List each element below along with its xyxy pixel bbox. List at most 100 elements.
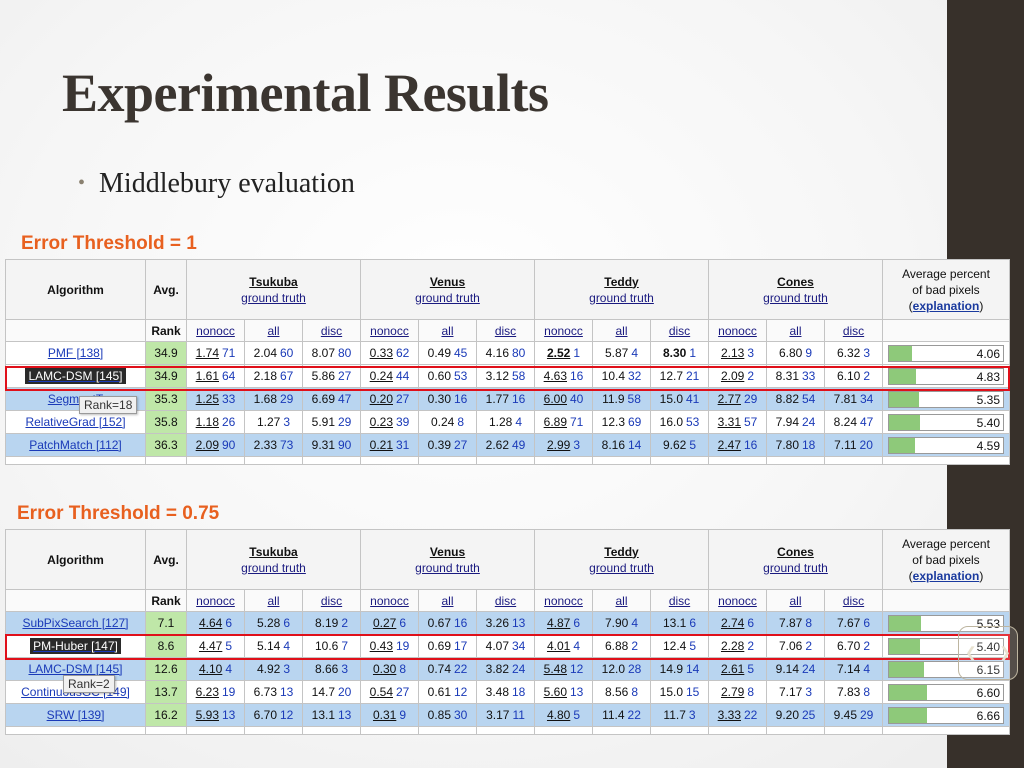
ground-truth-link[interactable]: ground truth [763,560,828,575]
subcol-header-link[interactable]: nonocc [708,319,767,342]
algorithm-link[interactable]: PM-Huber [147] [30,638,121,654]
metric-rank: 58 [512,369,526,383]
metric-value: 1.25 [195,392,219,406]
metric-cell: 0.74 22 [418,657,477,681]
subcol-header-link[interactable]: nonocc [534,319,593,342]
dataset-name-link[interactable]: Tsukuba [249,274,298,289]
subcol-header-link[interactable]: disc [824,319,883,342]
subcol-header-link[interactable]: disc [302,319,361,342]
nav-prev-icon[interactable]: ❮ [965,644,977,660]
metric-rank: 5 [747,662,755,676]
algorithm-link[interactable]: PatchMatch [112] [29,438,122,452]
avg-percent-bar: 5.40 [888,413,1004,431]
subcol-header-link[interactable]: all [418,319,477,342]
avg-percent-value: 4.83 [976,369,1000,384]
dataset-header: Cones ground truth [708,259,883,320]
metric-cell: 12.7 21 [650,364,709,388]
subcol-header-link[interactable]: all [766,589,825,612]
dataset-name-link[interactable]: Tsukuba [249,544,298,559]
metric-rank: 22 [744,708,758,722]
dataset-name-link[interactable]: Cones [777,274,814,289]
metric-cell: 0.30 8 [360,657,419,681]
explanation-link[interactable]: explanation [912,298,980,313]
subcol-header-link[interactable]: disc [476,589,535,612]
subcol-header-link[interactable]: nonocc [186,589,245,612]
ground-truth-link[interactable]: ground truth [415,290,480,305]
avg-percent-value: 6.60 [976,685,1000,700]
subcol-header-link[interactable]: all [592,589,651,612]
metric-value: 6.73 [253,685,277,699]
subcol-header-link[interactable]: all [766,319,825,342]
avg-percent-value: 5.53 [976,616,1000,631]
metric-value: 15.0 [659,685,683,699]
metric-cell: 0.33 62 [360,341,419,365]
metric-cell: 3.33 22 [708,703,767,727]
metric-rank: 13 [570,685,584,699]
metric-cell: 9.45 29 [824,703,883,727]
subcol-header-link[interactable]: all [244,319,303,342]
metric-value: 4.10 [198,662,223,676]
metric-rank: 33 [802,369,816,383]
tail-cell [824,726,883,735]
algorithm-cell[interactable]: PMF [138] [5,341,146,365]
algorithm-link[interactable]: RelativeGrad [152] [25,415,126,429]
explanation-link[interactable]: explanation [912,568,980,583]
metric-value: 7.67 [836,616,861,630]
algorithm-cell[interactable]: LAMC-DSM [145] [5,364,146,388]
subcol-header-link[interactable]: disc [650,319,709,342]
metric-rank: 2 [341,616,349,630]
dataset-name-link[interactable]: Venus [429,274,466,289]
dataset-name-link[interactable]: Venus [429,544,466,559]
metric-cell: 0.39 27 [418,433,477,457]
metric-cell: 4.63 16 [534,364,593,388]
ground-truth-link[interactable]: ground truth [415,560,480,575]
subcol-header-link[interactable]: all [418,589,477,612]
subcol-header-link[interactable]: nonocc [360,589,419,612]
algorithm-cell[interactable]: SRW [139] [5,703,146,727]
table-row: RelativeGrad [152] 35.8 1.18 26 1.27 3 5.91 29 0… [5,410,1010,434]
bullet-item: • Middlebury evaluation [78,168,355,200]
subcol-header-link[interactable]: disc [650,589,709,612]
metric-value: 0.74 [427,662,451,676]
algorithm-link[interactable]: LAMC-DSM [145] [25,368,126,384]
metric-rank: 26 [222,415,236,429]
metric-rank: 11 [512,708,525,722]
subcol-header-link[interactable]: disc [302,589,361,612]
subcol-header-link[interactable]: nonocc [534,589,593,612]
algorithm-link[interactable]: SRW [139] [46,708,105,722]
algorithm-cell[interactable]: PM-Huber [147] [5,634,146,658]
ground-truth-link[interactable]: ground truth [241,290,306,305]
metric-value: 4.80 [546,708,571,722]
subcol-header-link[interactable]: all [592,319,651,342]
metric-cell: 8.66 3 [302,657,361,681]
subcol-header-link[interactable]: disc [824,589,883,612]
metric-cell: 6.80 9 [766,341,825,365]
metric-rank: 6 [573,616,581,630]
ground-truth-link[interactable]: ground truth [589,290,654,305]
subcol-header-link[interactable]: nonocc [708,589,767,612]
algorithm-cell[interactable]: PatchMatch [112] [5,433,146,457]
metric-cell: 2.33 73 [244,433,303,457]
subcol-header-link[interactable]: nonocc [360,319,419,342]
ground-truth-link[interactable]: ground truth [763,290,828,305]
algorithm-cell[interactable]: SubPixSearch [127] [5,611,146,635]
metric-cell: 7.11 20 [824,433,883,457]
metric-cell: 3.48 18 [476,680,535,704]
metric-cell: 6.70 12 [244,703,303,727]
subcol-header-link[interactable]: disc [476,319,535,342]
dataset-name-link[interactable]: Cones [777,544,814,559]
subcol-header-link[interactable]: nonocc [186,319,245,342]
ground-truth-link[interactable]: ground truth [241,560,306,575]
algorithm-link[interactable]: LAMC-DSM [145] [28,662,123,676]
algorithm-link[interactable]: PMF [138] [47,346,104,360]
nav-next-icon[interactable]: ❯ [999,644,1011,660]
dataset-name-link[interactable]: Teddy [604,544,639,559]
metric-cell: 4.87 6 [534,611,593,635]
slide-nav-widget[interactable]: ❮ ❯ [958,626,1018,680]
avg-percent-bar-fill [889,345,913,361]
dataset-name-link[interactable]: Teddy [604,274,639,289]
metric-value: 15.0 [659,392,683,406]
ground-truth-link[interactable]: ground truth [589,560,654,575]
subcol-header-link[interactable]: all [244,589,303,612]
algorithm-link[interactable]: SubPixSearch [127] [22,616,129,630]
